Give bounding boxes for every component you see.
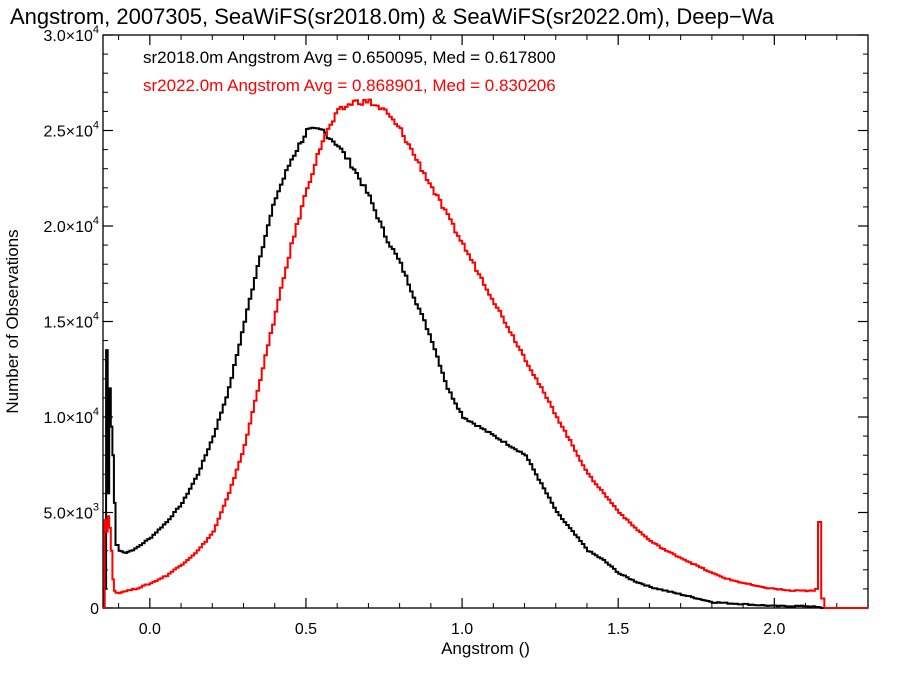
legend-entry: sr2018.0m Angstrom Avg = 0.650095, Med =… bbox=[143, 48, 556, 67]
legend-entry: sr2022.0m Angstrom Avg = 0.868901, Med =… bbox=[143, 76, 556, 95]
x-tick-label: 2.0 bbox=[763, 621, 785, 638]
y-tick-exponent: 4 bbox=[93, 24, 99, 36]
x-tick-label: 1.5 bbox=[607, 621, 629, 638]
y-tick-label: 0 bbox=[90, 601, 99, 618]
y-tick-mantissa: 1.5×10 bbox=[43, 315, 92, 332]
y-tick-mantissa: 2.0×10 bbox=[43, 219, 92, 236]
y-tick-mantissa: 0 bbox=[90, 601, 99, 618]
y-tick-exponent: 4 bbox=[93, 406, 99, 418]
x-tick-label: 0.0 bbox=[139, 621, 161, 638]
y-tick-label: 2.5×104 bbox=[43, 120, 99, 141]
axis-ticks: 0.0 0.5 1.0 1.5 2.005.0×1031.0×1041.5×1042.0… bbox=[43, 24, 869, 638]
y-tick-mantissa: 3.0×10 bbox=[43, 28, 92, 45]
y-tick-mantissa: 5.0×10 bbox=[43, 506, 92, 523]
y-tick-exponent: 4 bbox=[93, 120, 99, 132]
y-tick-label: 3.0×104 bbox=[43, 24, 99, 45]
chart-title: Angstrom, 2007305, SeaWiFS(sr2018.0m) & … bbox=[10, 4, 775, 29]
y-tick-mantissa: 1.0×10 bbox=[43, 410, 92, 427]
y-tick-label: 1.5×104 bbox=[43, 311, 99, 332]
y-tick-exponent: 4 bbox=[93, 311, 99, 323]
y-tick-label: 2.0×104 bbox=[43, 215, 99, 236]
y-axis-label: Number of Observations bbox=[3, 229, 22, 413]
x-tick-label: 1.0 bbox=[451, 621, 473, 638]
y-tick-label: 5.0×103 bbox=[43, 502, 99, 523]
x-axis-label: Angstrom () bbox=[441, 639, 530, 658]
series-line-sr2018.0m bbox=[103, 126, 868, 609]
y-tick-exponent: 3 bbox=[93, 502, 99, 514]
series-line-sr2022.0m bbox=[103, 98, 868, 609]
x-tick-label: 0.5 bbox=[295, 621, 317, 638]
y-tick-label: 1.0×104 bbox=[43, 406, 99, 427]
series-group bbox=[103, 98, 868, 609]
legend: sr2018.0m Angstrom Avg = 0.650095, Med =… bbox=[143, 48, 556, 95]
y-tick-exponent: 4 bbox=[93, 215, 99, 227]
y-tick-mantissa: 2.5×10 bbox=[43, 124, 92, 141]
